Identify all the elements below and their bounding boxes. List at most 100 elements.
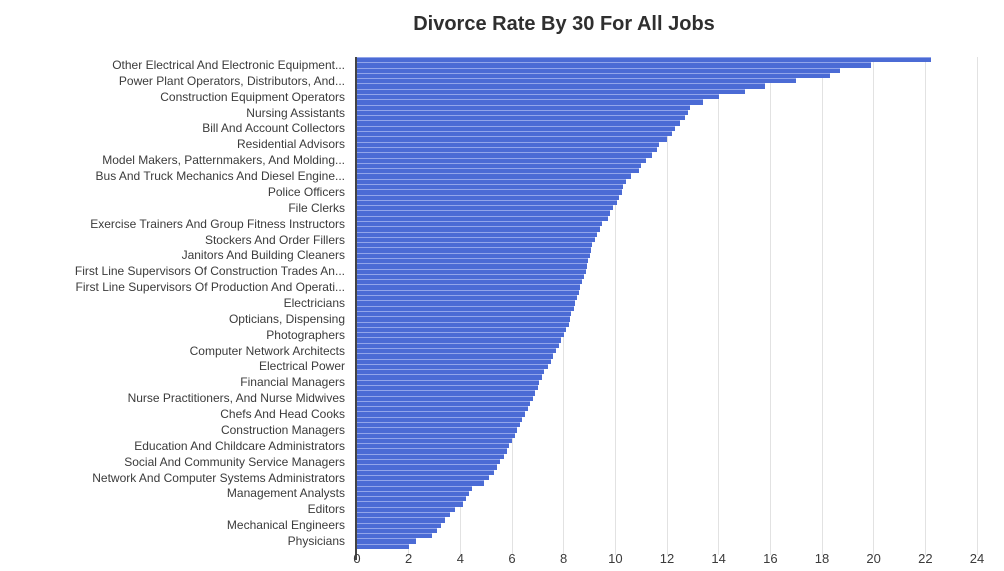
bar-row-20 [357, 162, 642, 169]
bar [357, 448, 507, 454]
bar [357, 279, 582, 285]
bar-row-87 [357, 517, 445, 523]
bar-row-51 [357, 326, 567, 333]
plot-area[interactable] [355, 57, 990, 560]
bar [357, 390, 536, 396]
bar [357, 104, 691, 110]
bar [357, 109, 688, 116]
bar [357, 273, 585, 280]
bar-row-86 [357, 511, 450, 518]
bar-row-56 [357, 353, 554, 359]
bar-row-45 [357, 295, 577, 301]
bar [357, 332, 564, 338]
bar [357, 236, 595, 243]
bar [357, 300, 576, 306]
y-tick-label: Financial Managers [240, 375, 345, 390]
bar [357, 162, 642, 169]
bar-row-37 [357, 252, 590, 259]
bar-row-55 [357, 347, 556, 354]
bar-row-13 [357, 125, 675, 132]
bar-row-22 [357, 173, 631, 179]
bar [357, 78, 797, 84]
bar-row-10 [357, 109, 688, 116]
bar [357, 94, 719, 100]
bar-row-49 [357, 316, 571, 322]
bar [357, 226, 600, 232]
bar [357, 533, 432, 539]
bar-row-15 [357, 136, 667, 142]
bar [357, 411, 525, 417]
bar-row-9 [357, 104, 691, 110]
bar-row-47 [357, 305, 574, 311]
bar [357, 474, 489, 481]
bar-row-63 [357, 390, 536, 396]
y-tick-label: Police Officers [267, 184, 345, 199]
bar [357, 406, 528, 412]
bar-row-75 [357, 453, 505, 460]
bar-row-18 [357, 152, 652, 158]
y-tick-label: Construction Equipment Operators [160, 89, 345, 104]
y-tick-label: Janitors And Building Cleaners [181, 248, 345, 263]
bar-row-64 [357, 395, 533, 401]
bar [357, 305, 574, 311]
bar-row-70 [357, 427, 518, 433]
bar-row-52 [357, 332, 564, 338]
bar-row-78 [357, 469, 494, 475]
bar-row-32 [357, 226, 600, 232]
bar-row-71 [357, 432, 515, 438]
bar-row-33 [357, 231, 598, 237]
bar-row-8 [357, 99, 704, 105]
bar-row-26 [357, 194, 620, 200]
bar-row-85 [357, 506, 456, 512]
x-tick-label-8: 8 [560, 551, 568, 566]
bar [357, 400, 531, 407]
bar-row-89 [357, 527, 438, 534]
bar-row-91 [357, 538, 417, 544]
bar-row-73 [357, 443, 510, 449]
bar-row-74 [357, 448, 507, 454]
bar [357, 459, 501, 465]
bar [357, 464, 497, 470]
bar [357, 496, 466, 502]
bar [357, 289, 580, 296]
bar-row-30 [357, 215, 608, 221]
bar-row-46 [357, 300, 576, 306]
bar-row-12 [357, 120, 680, 126]
bar-row-5 [357, 83, 766, 89]
bar-row-44 [357, 289, 580, 296]
bar [357, 326, 567, 333]
gridline-x-12 [666, 57, 668, 555]
y-tick-label: Editors [307, 502, 345, 517]
bar [357, 157, 647, 163]
bar [357, 215, 608, 221]
bar-row-92 [357, 543, 409, 549]
y-tick-label: Physicians [287, 534, 345, 549]
bar [357, 310, 572, 317]
bar [357, 522, 441, 528]
y-axis-line [355, 57, 357, 560]
bar [357, 178, 626, 184]
gridline-x-20 [873, 57, 875, 555]
bar [357, 136, 667, 142]
bar-row-83 [357, 496, 466, 502]
bar [357, 194, 620, 200]
bar-row-4 [357, 78, 797, 84]
bar-row-43 [357, 284, 581, 290]
bar [357, 173, 631, 179]
bar-row-67 [357, 411, 525, 417]
bar [357, 258, 589, 264]
y-tick-label: First Line Supervisors Of Construction T… [74, 264, 345, 279]
bar [357, 385, 538, 391]
bar [357, 183, 624, 190]
bar [357, 152, 652, 158]
bar [357, 221, 603, 227]
bar [357, 131, 673, 137]
bar [357, 485, 472, 491]
bar-row-77 [357, 464, 497, 470]
gridline-x-24 [976, 57, 978, 555]
bar [357, 67, 841, 73]
x-tick-label-16: 16 [763, 551, 778, 566]
bar-row-7 [357, 94, 719, 100]
bar-row-54 [357, 342, 559, 348]
